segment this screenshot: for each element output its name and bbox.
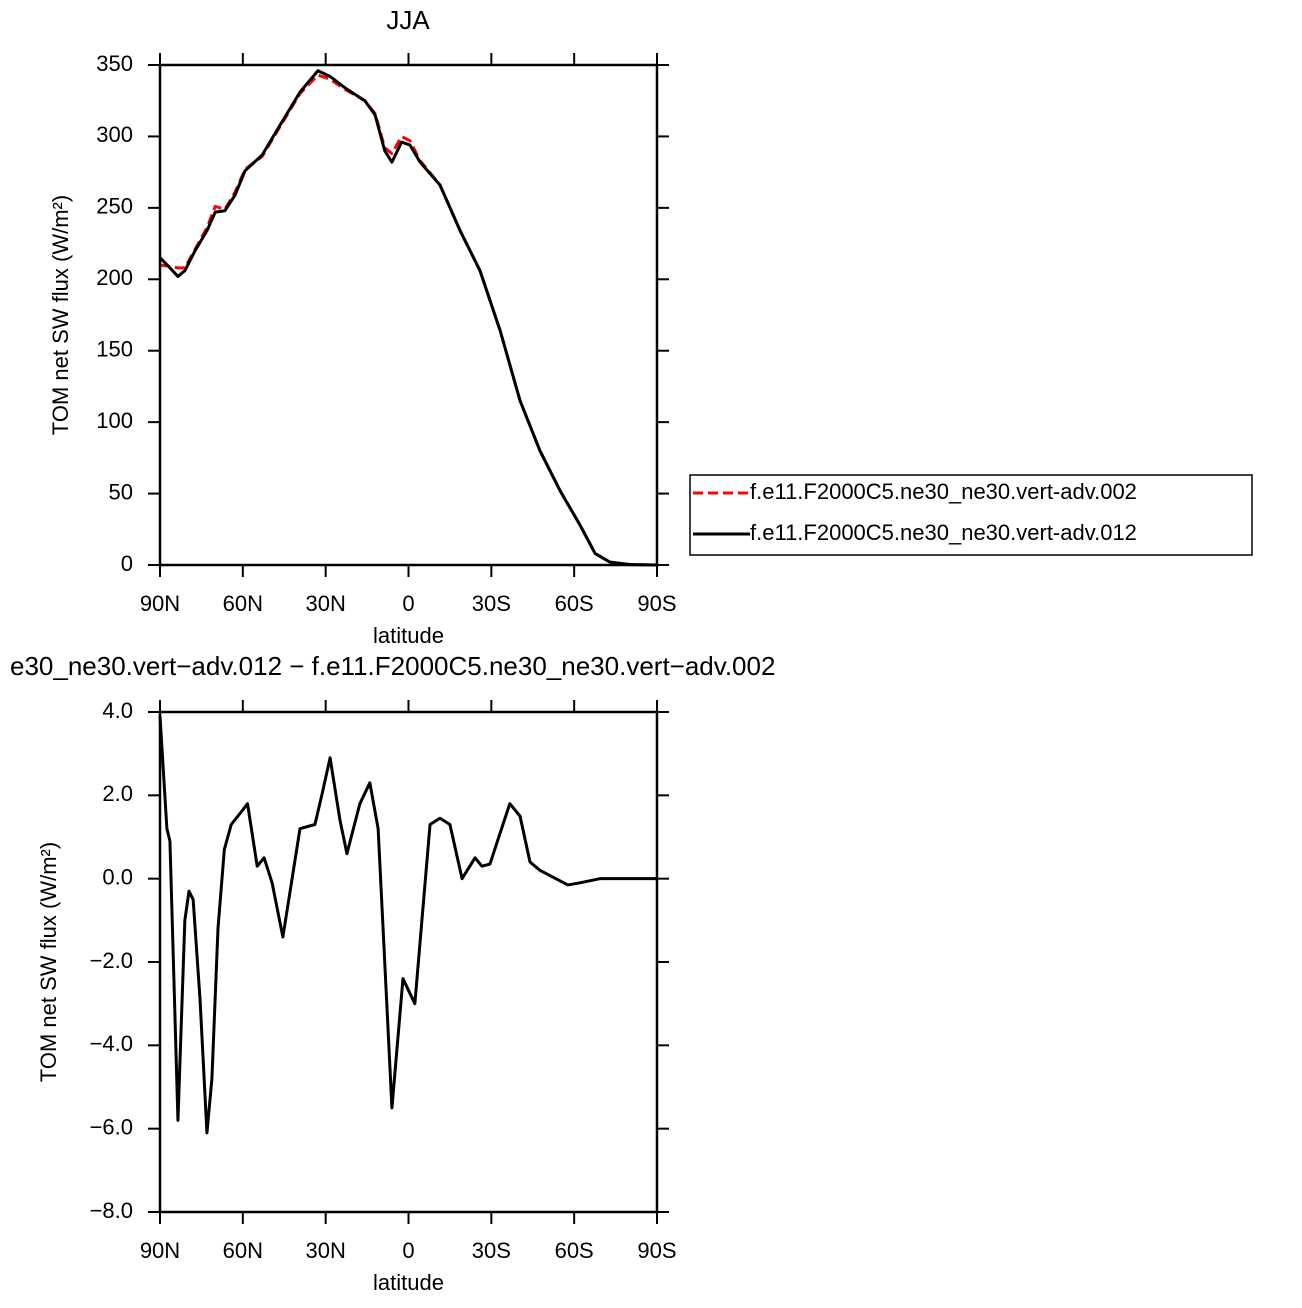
legend-label: f.e11.F2000C5.ne30_ne30.vert-adv.002 [750, 479, 1137, 504]
y-tick-label: 200 [96, 265, 133, 290]
chart-title: e30_ne30.vert−adv.012 − f.e11.F2000C5.ne… [10, 651, 775, 681]
x-tick-label: 30N [305, 591, 345, 616]
y-tick-label: 300 [96, 122, 133, 147]
y-tick-label: 350 [96, 51, 133, 76]
x-tick-label: 0 [402, 1238, 414, 1263]
x-tick-label: 90N [140, 591, 180, 616]
series-line [158, 69, 658, 567]
legend-box [689, 474, 1253, 556]
legend-label: f.e11.F2000C5.ne30_ne30.vert-adv.012 [750, 520, 1137, 545]
x-tick-label: 60N [223, 591, 263, 616]
x-axis-label: latitude [373, 623, 444, 648]
y-tick-label: −2.0 [90, 948, 133, 973]
x-tick-label: 30N [305, 1238, 345, 1263]
x-tick-label: 30S [472, 591, 511, 616]
y-axis-label: TOM net SW flux (W/m²) [48, 195, 73, 435]
y-tick-label: −4.0 [90, 1031, 133, 1056]
x-tick-label: 60S [555, 1238, 594, 1263]
x-tick-label: 60N [223, 1238, 263, 1263]
y-tick-label: 250 [96, 194, 133, 219]
y-tick-label: 0 [121, 551, 133, 576]
x-tick-label: 30S [472, 1238, 511, 1263]
series-line [159, 73, 658, 567]
y-tick-label: 50 [109, 479, 133, 504]
series-line [158, 716, 657, 1135]
x-tick-label: 90S [637, 591, 676, 616]
y-tick-label: 4.0 [102, 698, 133, 723]
x-tick-label: 60S [555, 591, 594, 616]
y-axis-label: TOM net SW flux (W/m²) [36, 842, 61, 1082]
y-tick-label: 2.0 [102, 781, 133, 806]
plot-frame [158, 63, 659, 567]
y-tick-label: 150 [96, 337, 133, 362]
y-tick-label: 100 [96, 408, 133, 433]
y-tick-label: 0.0 [102, 864, 133, 889]
x-tick-label: 90N [140, 1238, 180, 1263]
chart-title: JJA [386, 5, 430, 35]
y-tick-label: −6.0 [90, 1114, 133, 1139]
plot-frame [158, 710, 659, 1214]
x-tick-label: 0 [402, 591, 414, 616]
y-tick-label: −8.0 [90, 1198, 133, 1223]
x-tick-label: 90S [637, 1238, 676, 1263]
x-axis-label: latitude [373, 1270, 444, 1295]
